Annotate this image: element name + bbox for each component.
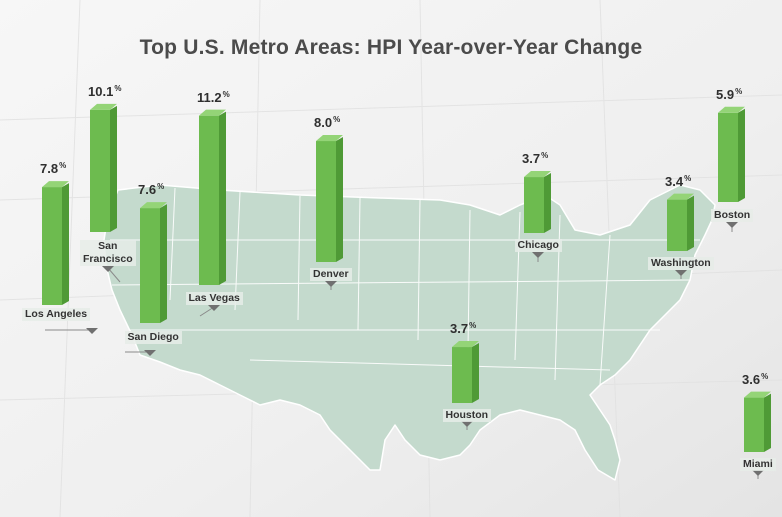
bar-top (744, 391, 771, 398)
value-number: 11.2 (197, 89, 222, 105)
bar-los-angeles (42, 181, 98, 334)
bar-front (718, 112, 738, 202)
pointer-arrow (752, 470, 764, 476)
bar-front (42, 187, 62, 305)
bar-front (316, 141, 336, 262)
city-label: Denver (310, 268, 352, 281)
bar-chicago (524, 171, 551, 262)
bar-front (452, 347, 472, 403)
city-label: San Francisco (80, 240, 136, 266)
value-unit: % (222, 89, 230, 99)
city-label: Boston (711, 209, 754, 222)
value-label: 3.7% (450, 321, 476, 336)
bars-layer (42, 103, 771, 479)
bar-side (110, 105, 117, 232)
bar-top (667, 193, 694, 200)
value-number: 7.6 (138, 182, 157, 198)
bar-top (42, 181, 69, 188)
bar-top (524, 171, 551, 178)
pointer-arrow (208, 305, 220, 311)
value-label: 10.1% (88, 84, 121, 99)
value-unit: % (541, 151, 549, 161)
pointer-arrow (461, 421, 473, 427)
bar-side (472, 343, 479, 403)
value-number: 3.7 (522, 151, 541, 167)
value-label: 5.9% (716, 87, 742, 102)
value-number: 7.8 (40, 161, 59, 177)
value-label: 7.8% (40, 161, 66, 176)
bar-front (199, 115, 219, 285)
value-unit: % (684, 173, 692, 183)
pointer-line (107, 267, 121, 283)
bar-front (524, 177, 544, 233)
bar-side (764, 393, 771, 452)
value-unit: % (157, 182, 165, 192)
bar-front (667, 199, 687, 251)
value-label: 11.2% (197, 90, 230, 105)
city-label: San Diego (124, 331, 182, 344)
value-number: 3.7 (450, 321, 469, 337)
city-label: Washington (648, 257, 714, 270)
value-unit: % (735, 86, 743, 96)
value-unit: % (469, 321, 477, 331)
value-label: 7.6% (138, 182, 164, 197)
pointer-arrow (144, 350, 156, 356)
bar-denver (316, 135, 343, 290)
bar-front (744, 397, 764, 452)
bar-side (219, 111, 226, 285)
bar-side (336, 137, 343, 262)
value-number: 5.9 (716, 86, 735, 102)
bar-front (90, 109, 110, 232)
pointer-arrow (675, 270, 687, 276)
bar-side (687, 195, 694, 251)
bar-top (452, 341, 479, 348)
chart-title: Top U.S. Metro Areas: HPI Year-over-Year… (139, 36, 643, 59)
city-label: Las Vegas (185, 292, 243, 305)
pointer-arrow (325, 281, 337, 287)
bar-side (544, 173, 551, 233)
city-label: Chicago (514, 239, 562, 252)
bar-top (140, 202, 167, 209)
pointer-arrow (532, 252, 544, 258)
bar-las-vegas (199, 109, 226, 317)
bar-washington (667, 193, 694, 279)
bar-side (738, 108, 745, 202)
value-number: 10.1 (88, 83, 114, 99)
bar-top (316, 135, 343, 142)
value-label: 3.4% (665, 174, 691, 189)
bar-top (90, 103, 117, 110)
state-borders (110, 187, 700, 386)
bar-side (62, 183, 69, 305)
bar-san-francisco (90, 103, 121, 283)
bar-side (160, 204, 167, 323)
value-number: 8.0 (314, 115, 333, 131)
bar-houston (452, 341, 479, 430)
bar-miami (744, 391, 771, 479)
value-unit: % (761, 371, 769, 381)
value-label: 3.7% (522, 151, 548, 166)
bar-front (140, 208, 160, 323)
pointer-arrow (102, 266, 114, 272)
us-map (103, 184, 716, 481)
pointer-arrow (86, 328, 98, 334)
value-label: 8.0% (314, 115, 340, 130)
value-number: 3.6 (742, 371, 761, 387)
bar-top (718, 106, 745, 113)
value-label: 3.6% (742, 372, 768, 387)
value-unit: % (59, 161, 67, 171)
city-label: Miami (740, 458, 776, 471)
value-unit: % (333, 115, 341, 125)
city-label: Houston (442, 409, 492, 422)
bar-top (199, 109, 226, 116)
city-label: Los Angeles (22, 308, 91, 321)
bar-san-diego (125, 202, 167, 356)
value-unit: % (114, 83, 122, 93)
pointer-arrow (726, 222, 738, 228)
bar-boston (718, 106, 745, 232)
value-number: 3.4 (665, 173, 684, 189)
